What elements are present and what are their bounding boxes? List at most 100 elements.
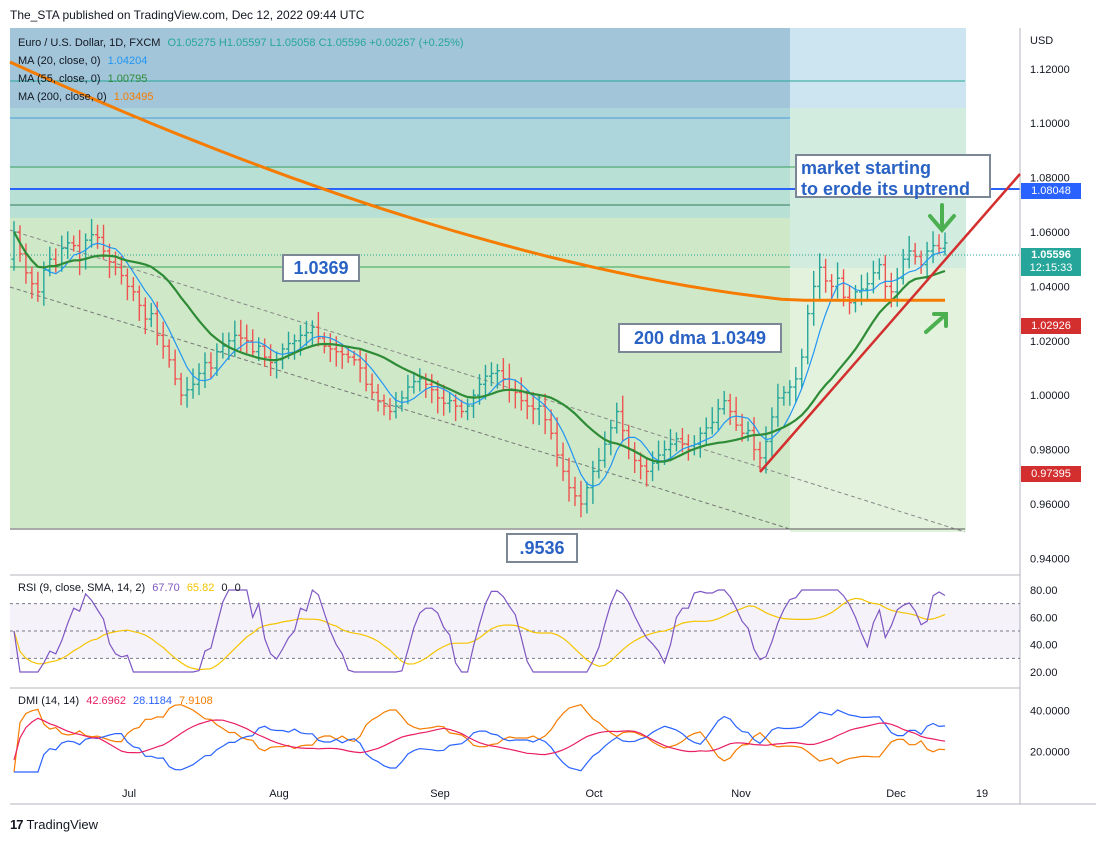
zone-right-top xyxy=(790,28,966,108)
ohlc-bar-19 xyxy=(124,268,130,301)
price-tag-last: 1.05596 12:15:33 xyxy=(1021,248,1081,276)
ma200-label: MA (200, close, 0) xyxy=(18,91,107,103)
ma55-label: MA (55, close, 0) xyxy=(18,73,101,85)
ohlc-bar-133 xyxy=(805,304,811,365)
zone-blue xyxy=(10,28,790,168)
rsi-label: RSI (9, close, SMA, 14, 2) xyxy=(18,582,146,594)
ohlc-bar-149 xyxy=(900,248,906,285)
ohlc-bar-87 xyxy=(530,392,536,425)
ohlc-bar-85 xyxy=(518,377,524,411)
ohlc-bar-73 xyxy=(447,392,453,413)
rsi-tick-1: 60.00 xyxy=(1030,612,1058,624)
ohlc-bar-30 xyxy=(190,368,196,399)
ohlc-bar-34 xyxy=(214,343,220,377)
ohlc-bar-39 xyxy=(244,324,250,354)
ohlc-bar-131 xyxy=(793,367,799,403)
ohlc-bar-151 xyxy=(912,242,918,265)
ohlc-bar-144 xyxy=(870,260,876,294)
ohlc-bar-125 xyxy=(757,441,763,471)
y-tick-4: 1.04000 xyxy=(1030,281,1070,293)
ohlc-bar-91 xyxy=(554,417,560,467)
price-tag-1-02926: 1.02926 xyxy=(1021,318,1081,334)
ohlc-bar-51 xyxy=(315,312,321,347)
ohlc-bar-94 xyxy=(572,476,578,507)
ohlc-bar-108 xyxy=(656,440,662,471)
annotation-level-1-0369: 1.0369 xyxy=(282,254,360,282)
rsi-signal-value: 65.82 xyxy=(186,582,215,594)
ohlc-bar-123 xyxy=(745,421,751,442)
ma200-line xyxy=(9,60,945,302)
arrow-down-icon xyxy=(928,203,956,234)
x-tick-jul: Jul xyxy=(122,788,136,800)
plus-di-line xyxy=(14,709,946,773)
ohlc-bar-92 xyxy=(560,442,566,482)
ohlc-bar-52 xyxy=(321,332,327,354)
y-tick-3: 1.06000 xyxy=(1030,227,1070,239)
ohlc-bar-40 xyxy=(250,329,256,358)
ohlc-bar-155 xyxy=(936,234,942,255)
ohlc-bar-10 xyxy=(71,235,77,252)
ohlc-bar-99 xyxy=(602,431,608,468)
rsi-legend: RSI (9, close, SMA, 14, 2) 67.70 65.82 0… xyxy=(18,582,241,594)
ohlc-bar-110 xyxy=(667,428,673,462)
y-tick-7: 0.98000 xyxy=(1030,445,1070,457)
ohlc-bar-153 xyxy=(924,241,930,281)
ohlc-bar-58 xyxy=(357,348,363,383)
dashed-channel-upper xyxy=(9,229,966,533)
x-tick-dec: Dec xyxy=(886,788,906,800)
ohlc-bar-143 xyxy=(864,272,870,301)
ohlc-bar-61 xyxy=(375,383,381,412)
zone-top xyxy=(10,28,790,108)
arrow-up-icon xyxy=(924,312,948,334)
ohlc-bar-32 xyxy=(202,352,208,389)
ohlc-bar-128 xyxy=(775,383,781,427)
ma55-value: 1.00795 xyxy=(107,73,148,85)
tradingview-footer: 17 TradingView xyxy=(10,817,98,832)
y-tick-5: 1.02000 xyxy=(1030,336,1070,348)
ohlc-bar-70 xyxy=(429,373,435,404)
zone-cyan xyxy=(10,28,790,218)
ohlc-bar-9 xyxy=(65,231,71,260)
ohlc-bar-26 xyxy=(166,339,172,368)
ma55-line xyxy=(13,231,946,463)
ohlc-bar-3 xyxy=(29,266,35,299)
ohlc-bar-102 xyxy=(620,395,626,442)
ohlc-bar-62 xyxy=(381,394,387,416)
ohlc-bar-137 xyxy=(829,274,835,300)
ohlc-bar-75 xyxy=(459,399,465,418)
ohlc-bar-112 xyxy=(679,428,685,453)
dmi-tick-1: 20.0000 xyxy=(1030,746,1070,758)
ohlc-bar-119 xyxy=(721,390,727,415)
ohlc-bar-68 xyxy=(417,368,423,392)
ohlc-values: O1.05275 H1.05597 L1.05058 C1.05596 +0.0… xyxy=(167,37,464,49)
ohlc-bar-97 xyxy=(590,460,596,504)
ohlc-bar-106 xyxy=(644,457,650,487)
dashed-channel-lower xyxy=(9,286,791,530)
ohlc-bar-93 xyxy=(566,457,572,502)
ohlc-bar-146 xyxy=(882,255,888,302)
plus-di-value: 28.1184 xyxy=(133,695,172,707)
ohlc-bar-60 xyxy=(369,373,375,399)
y-tick-0: 1.12000 xyxy=(1030,64,1070,76)
ohlc-bar-4 xyxy=(35,271,41,302)
ma55-legend: MA (55, close, 0) 1.00795 xyxy=(18,73,147,85)
price-tag-0-97395: 0.97395 xyxy=(1021,466,1081,482)
dmi-label: DMI (14, 14) xyxy=(18,695,80,707)
ohlc-bar-76 xyxy=(465,398,471,421)
ohlc-bar-66 xyxy=(405,374,411,405)
ohlc-bar-29 xyxy=(184,376,190,408)
symbol-legend: Euro / U.S. Dollar, 1D, FXCM O1.05275 H1… xyxy=(18,37,464,49)
ohlc-bar-105 xyxy=(638,452,644,480)
ohlc-bar-74 xyxy=(453,394,459,422)
ohlc-bar-13 xyxy=(89,218,95,248)
ohlc-bar-132 xyxy=(799,348,805,389)
tradingview-brand: TradingView xyxy=(26,817,99,832)
y-tick-6: 1.00000 xyxy=(1030,390,1070,402)
ohlc-bar-79 xyxy=(482,364,488,400)
rsi-value: 67.70 xyxy=(152,582,180,594)
bar-countdown: 12:15:33 xyxy=(1029,262,1073,274)
ohlc-bar-117 xyxy=(709,407,715,435)
ohlc-bar-67 xyxy=(411,371,417,394)
ohlc-bar-121 xyxy=(733,396,739,431)
last-price: 1.05596 xyxy=(1031,249,1071,261)
